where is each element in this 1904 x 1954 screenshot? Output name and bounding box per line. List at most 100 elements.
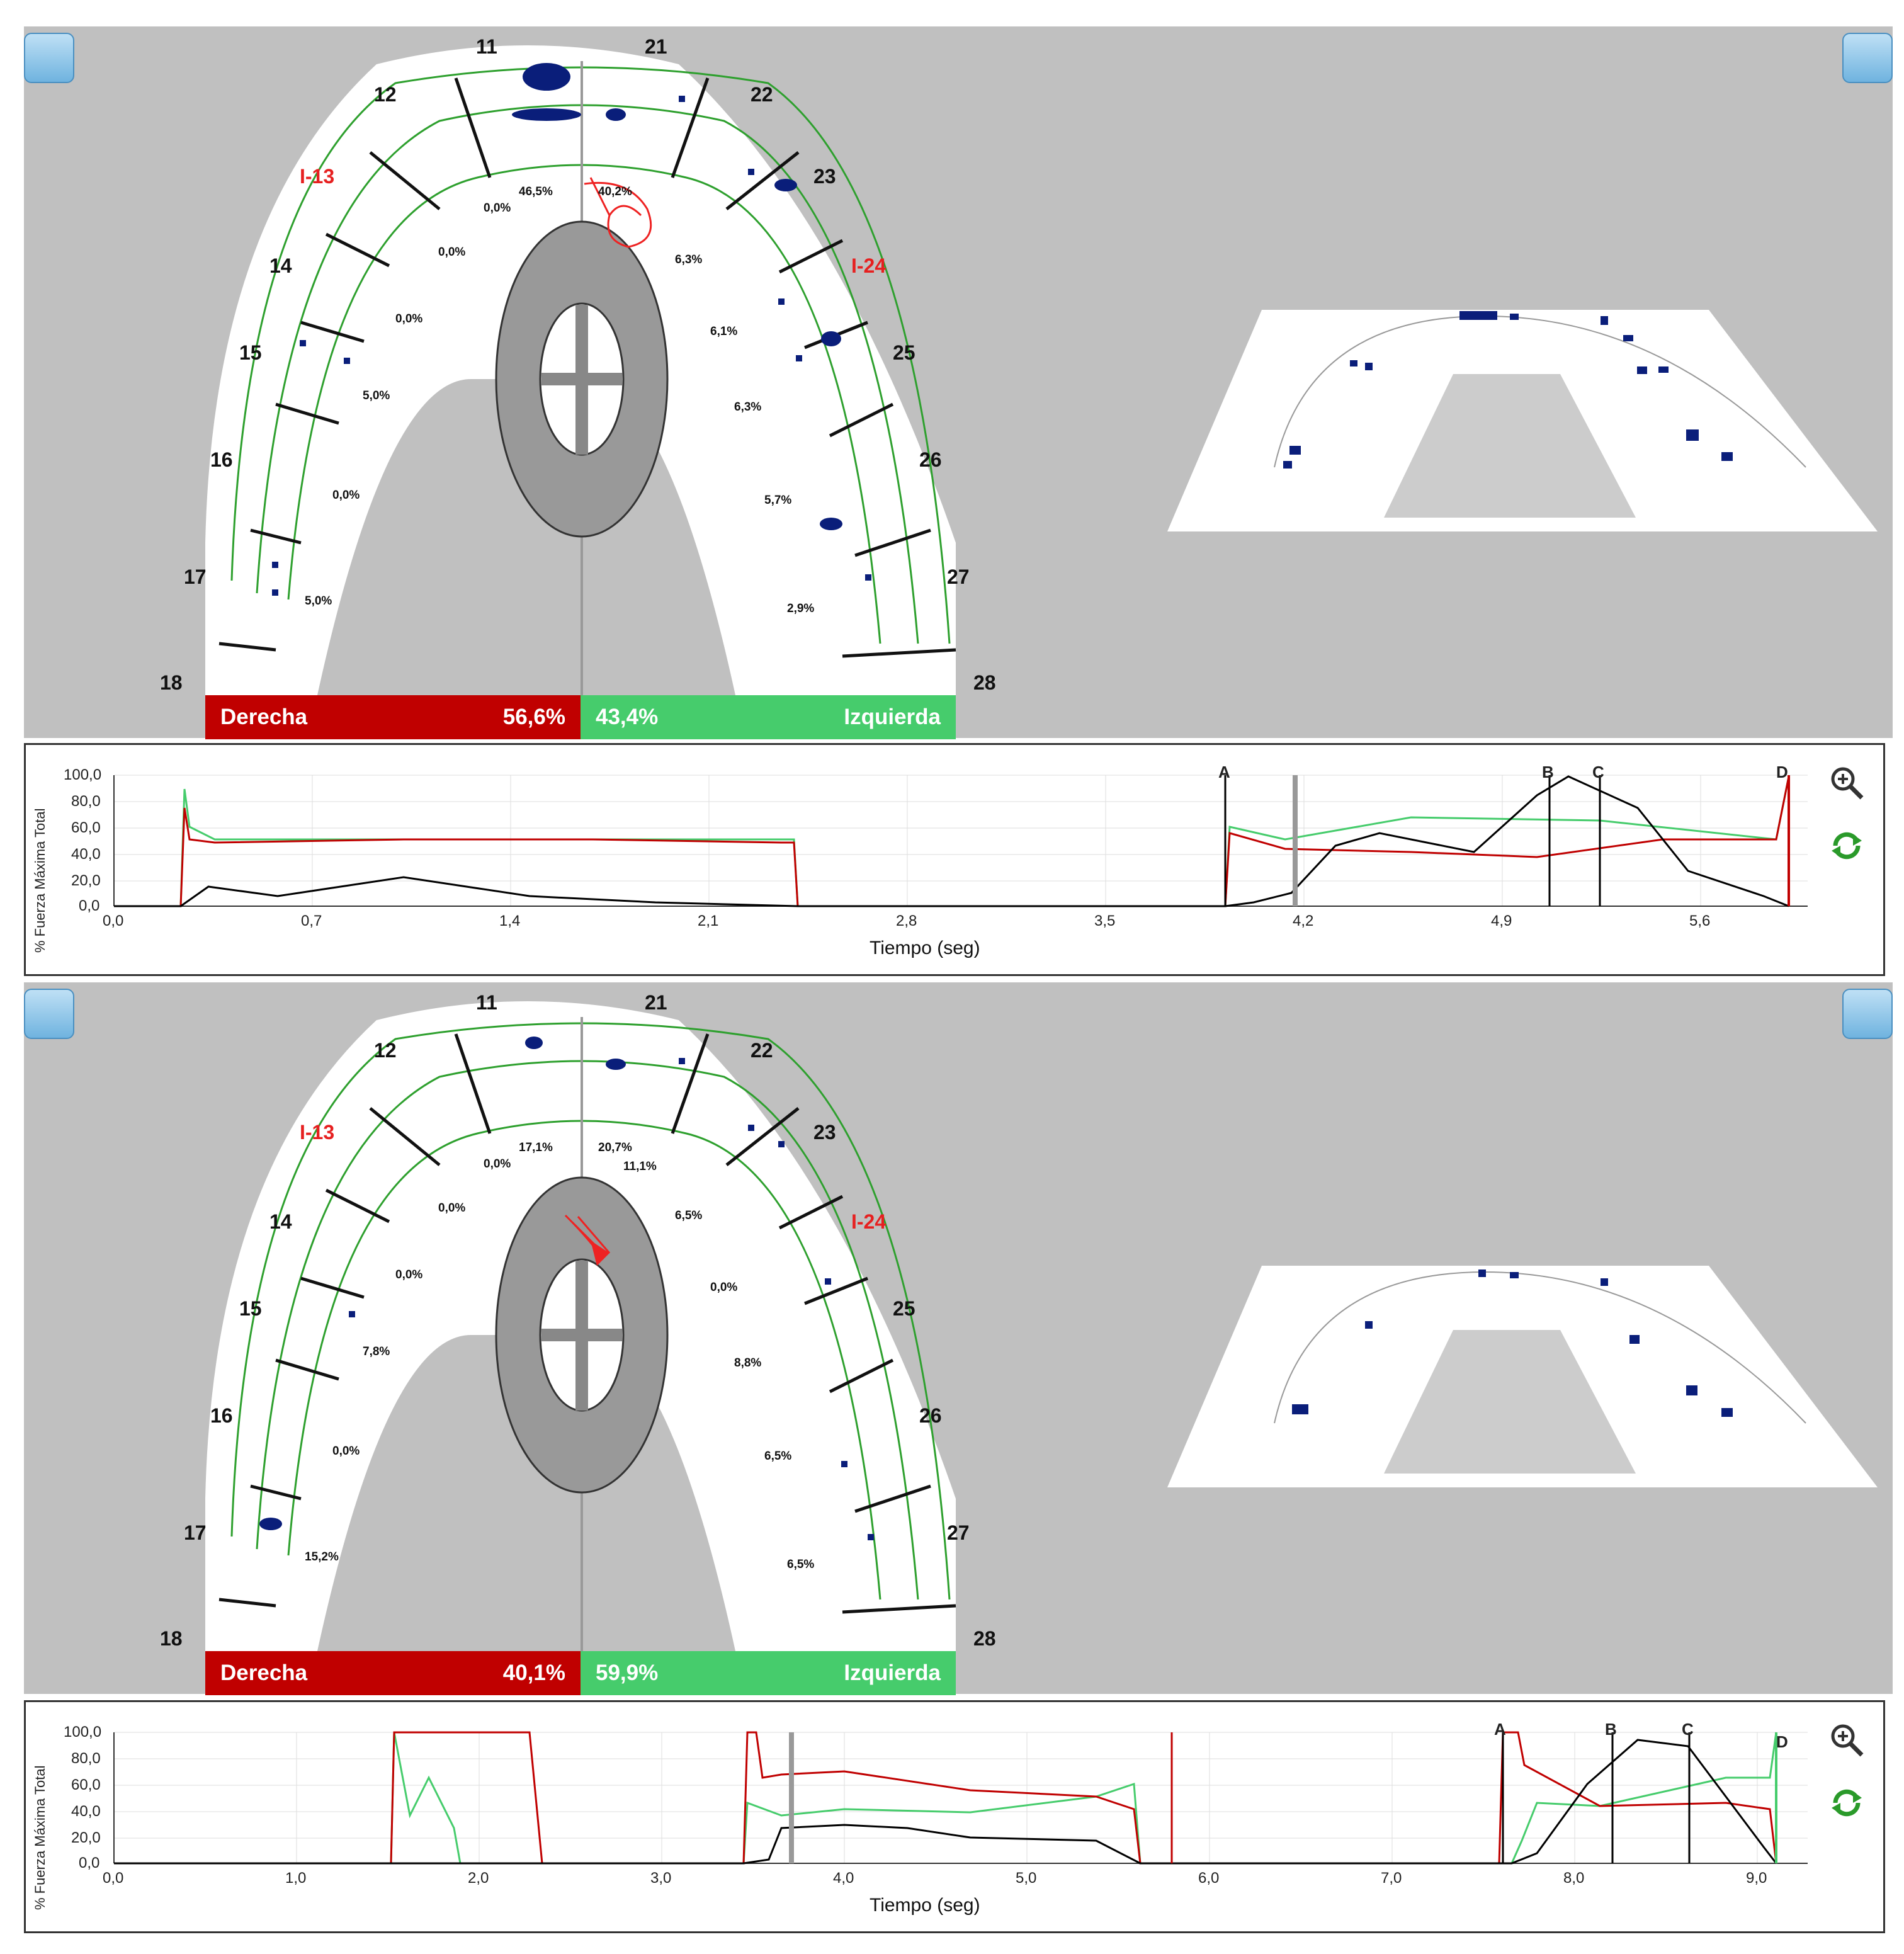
tooth-percentage: 0,0% — [395, 312, 423, 326]
x-tick: 1,4 — [499, 912, 521, 929]
tooth-label: 12 — [374, 1039, 397, 1062]
arch-inner-line — [287, 1120, 881, 1600]
tooth-label: 27 — [947, 1521, 970, 1544]
refresh-icon[interactable] — [1828, 1784, 1866, 1822]
right-side-value: 56,6% — [502, 705, 565, 729]
tooth-percentage: 0,0% — [332, 489, 360, 502]
tooth-percentage: 15,2% — [305, 1550, 339, 1564]
arch-3d-view — [1167, 1266, 1878, 1487]
left-force-line — [114, 1732, 1777, 1865]
tooth-label: 16 — [210, 448, 233, 471]
zoom-in-icon[interactable] — [1828, 1721, 1866, 1759]
tooth-label: 27 — [947, 565, 970, 588]
y-tick: 0,0 — [79, 897, 100, 914]
left-right-balance-bar: Derecha 56,6% 43,4% Izquierda — [205, 695, 956, 739]
tooth-label: I-24 — [851, 1210, 887, 1233]
right-side-bar: Derecha 40,1% — [205, 1651, 581, 1695]
tooth-percentage: 11,1% — [623, 1160, 657, 1173]
y-tick: 0,0 — [79, 1855, 100, 1872]
tooth-boundaries — [218, 1033, 956, 1614]
tooth-percentage: 40,2% — [598, 185, 632, 198]
x-axis-label: Tiempo (seg) — [870, 938, 980, 958]
y-tick: 60,0 — [71, 819, 101, 836]
x-tick: 0,7 — [301, 912, 322, 929]
dental-arch-icon[interactable] — [24, 989, 74, 1039]
tooth-percentage: 5,0% — [305, 594, 332, 608]
y-axis-label: % Fuerza Máxima Total — [32, 1765, 48, 1910]
arch-middle-line — [256, 104, 919, 644]
left-side-bar: 59,9% Izquierda — [581, 1651, 956, 1695]
zoom-in-icon[interactable] — [1828, 764, 1866, 802]
tooth-label: 21 — [645, 35, 667, 58]
tooth-percentage: 5,7% — [764, 494, 792, 507]
tooth-label: 11 — [476, 35, 497, 58]
marker-label: A — [1218, 763, 1230, 781]
y-tick: 20,0 — [71, 1829, 101, 1846]
marker-label: C — [1682, 1720, 1694, 1739]
tooth-label: 23 — [813, 1121, 836, 1144]
right-force-line — [114, 776, 1790, 907]
x-tick: 6,0 — [1198, 1870, 1220, 1887]
dental-arch-icon[interactable] — [24, 33, 74, 83]
total-force-line — [114, 1739, 1777, 1865]
x-tick: 0,0 — [103, 912, 124, 929]
contact-points — [259, 1037, 874, 1540]
tooth-label: 15 — [239, 341, 262, 364]
tooth-label: 14 — [269, 254, 292, 277]
left-right-balance-bar: Derecha 40,1% 59,9% Izquierda — [205, 1651, 956, 1695]
marker-label: B — [1605, 1720, 1617, 1739]
tooth-percentage: 2,9% — [787, 602, 815, 615]
tooth-label: 11 — [476, 991, 497, 1014]
tooth-percentage: 7,8% — [363, 1345, 390, 1358]
tooth-label: 21 — [645, 991, 667, 1014]
x-tick: 5,0 — [1016, 1870, 1037, 1887]
x-tick: 8,0 — [1563, 1870, 1585, 1887]
arch-outer-line — [230, 66, 951, 644]
arch-middle-line — [256, 1060, 919, 1600]
marker-label: A — [1494, 1720, 1506, 1739]
y-tick: 20,0 — [71, 872, 101, 889]
marker-label: C — [1592, 763, 1604, 781]
tooth-label: 15 — [239, 1297, 262, 1320]
tooth-label: I-24 — [851, 254, 887, 277]
tooth-percentage: 6,3% — [734, 400, 762, 414]
tooth-percentage: 6,5% — [764, 1450, 792, 1463]
tooth-label: 17 — [184, 1521, 207, 1544]
x-tick: 0,0 — [103, 1870, 124, 1887]
x-tick: 4,2 — [1293, 912, 1314, 929]
left-force-line — [114, 776, 1790, 907]
x-tick: 4,9 — [1491, 912, 1512, 929]
y-tick: 40,0 — [71, 1803, 101, 1820]
tooth-label: 28 — [973, 1627, 996, 1650]
refresh-icon[interactable] — [1828, 827, 1866, 865]
tooth-percentage: 0,0% — [438, 246, 466, 259]
marker-label: D — [1776, 763, 1788, 781]
left-side-value: 59,9% — [596, 1661, 659, 1685]
tooth-percentage: 6,3% — [675, 253, 703, 266]
left-side-bar: 43,4% Izquierda — [581, 695, 956, 739]
y-axis-label: % Fuerza Máxima Total — [32, 808, 48, 953]
force-time-plot — [113, 775, 1808, 907]
x-axis-label: Tiempo (seg) — [870, 1895, 980, 1916]
tooth-percentage: 6,5% — [787, 1558, 815, 1571]
arch-view-panel-2: 11 21 12 22 I-13 23 14 I-24 15 25 16 26 … — [24, 982, 1893, 1695]
clock-icon[interactable] — [1842, 33, 1893, 83]
arch-diagram — [205, 45, 1878, 695]
left-side-value: 43,4% — [596, 705, 659, 729]
arch-3d-view — [1167, 310, 1878, 531]
arch-inner-line — [287, 164, 881, 644]
x-tick: 2,0 — [468, 1870, 489, 1887]
x-tick: 3,0 — [650, 1870, 672, 1887]
left-side-label: Izquierda — [844, 705, 941, 729]
tooth-percentage: 0,0% — [438, 1201, 466, 1215]
y-tick: 80,0 — [71, 793, 101, 810]
tooth-percentage: 0,0% — [484, 1157, 511, 1171]
tooth-percentage: 5,0% — [363, 389, 390, 402]
arch-diagram — [205, 1001, 1878, 1651]
x-tick: 3,5 — [1094, 912, 1116, 929]
tooth-label: 18 — [160, 671, 183, 694]
tooth-percentage: 0,0% — [484, 202, 511, 215]
tooth-label: I-13 — [300, 165, 335, 188]
clock-icon[interactable] — [1842, 989, 1893, 1039]
tooth-percentage: 0,0% — [395, 1268, 423, 1281]
